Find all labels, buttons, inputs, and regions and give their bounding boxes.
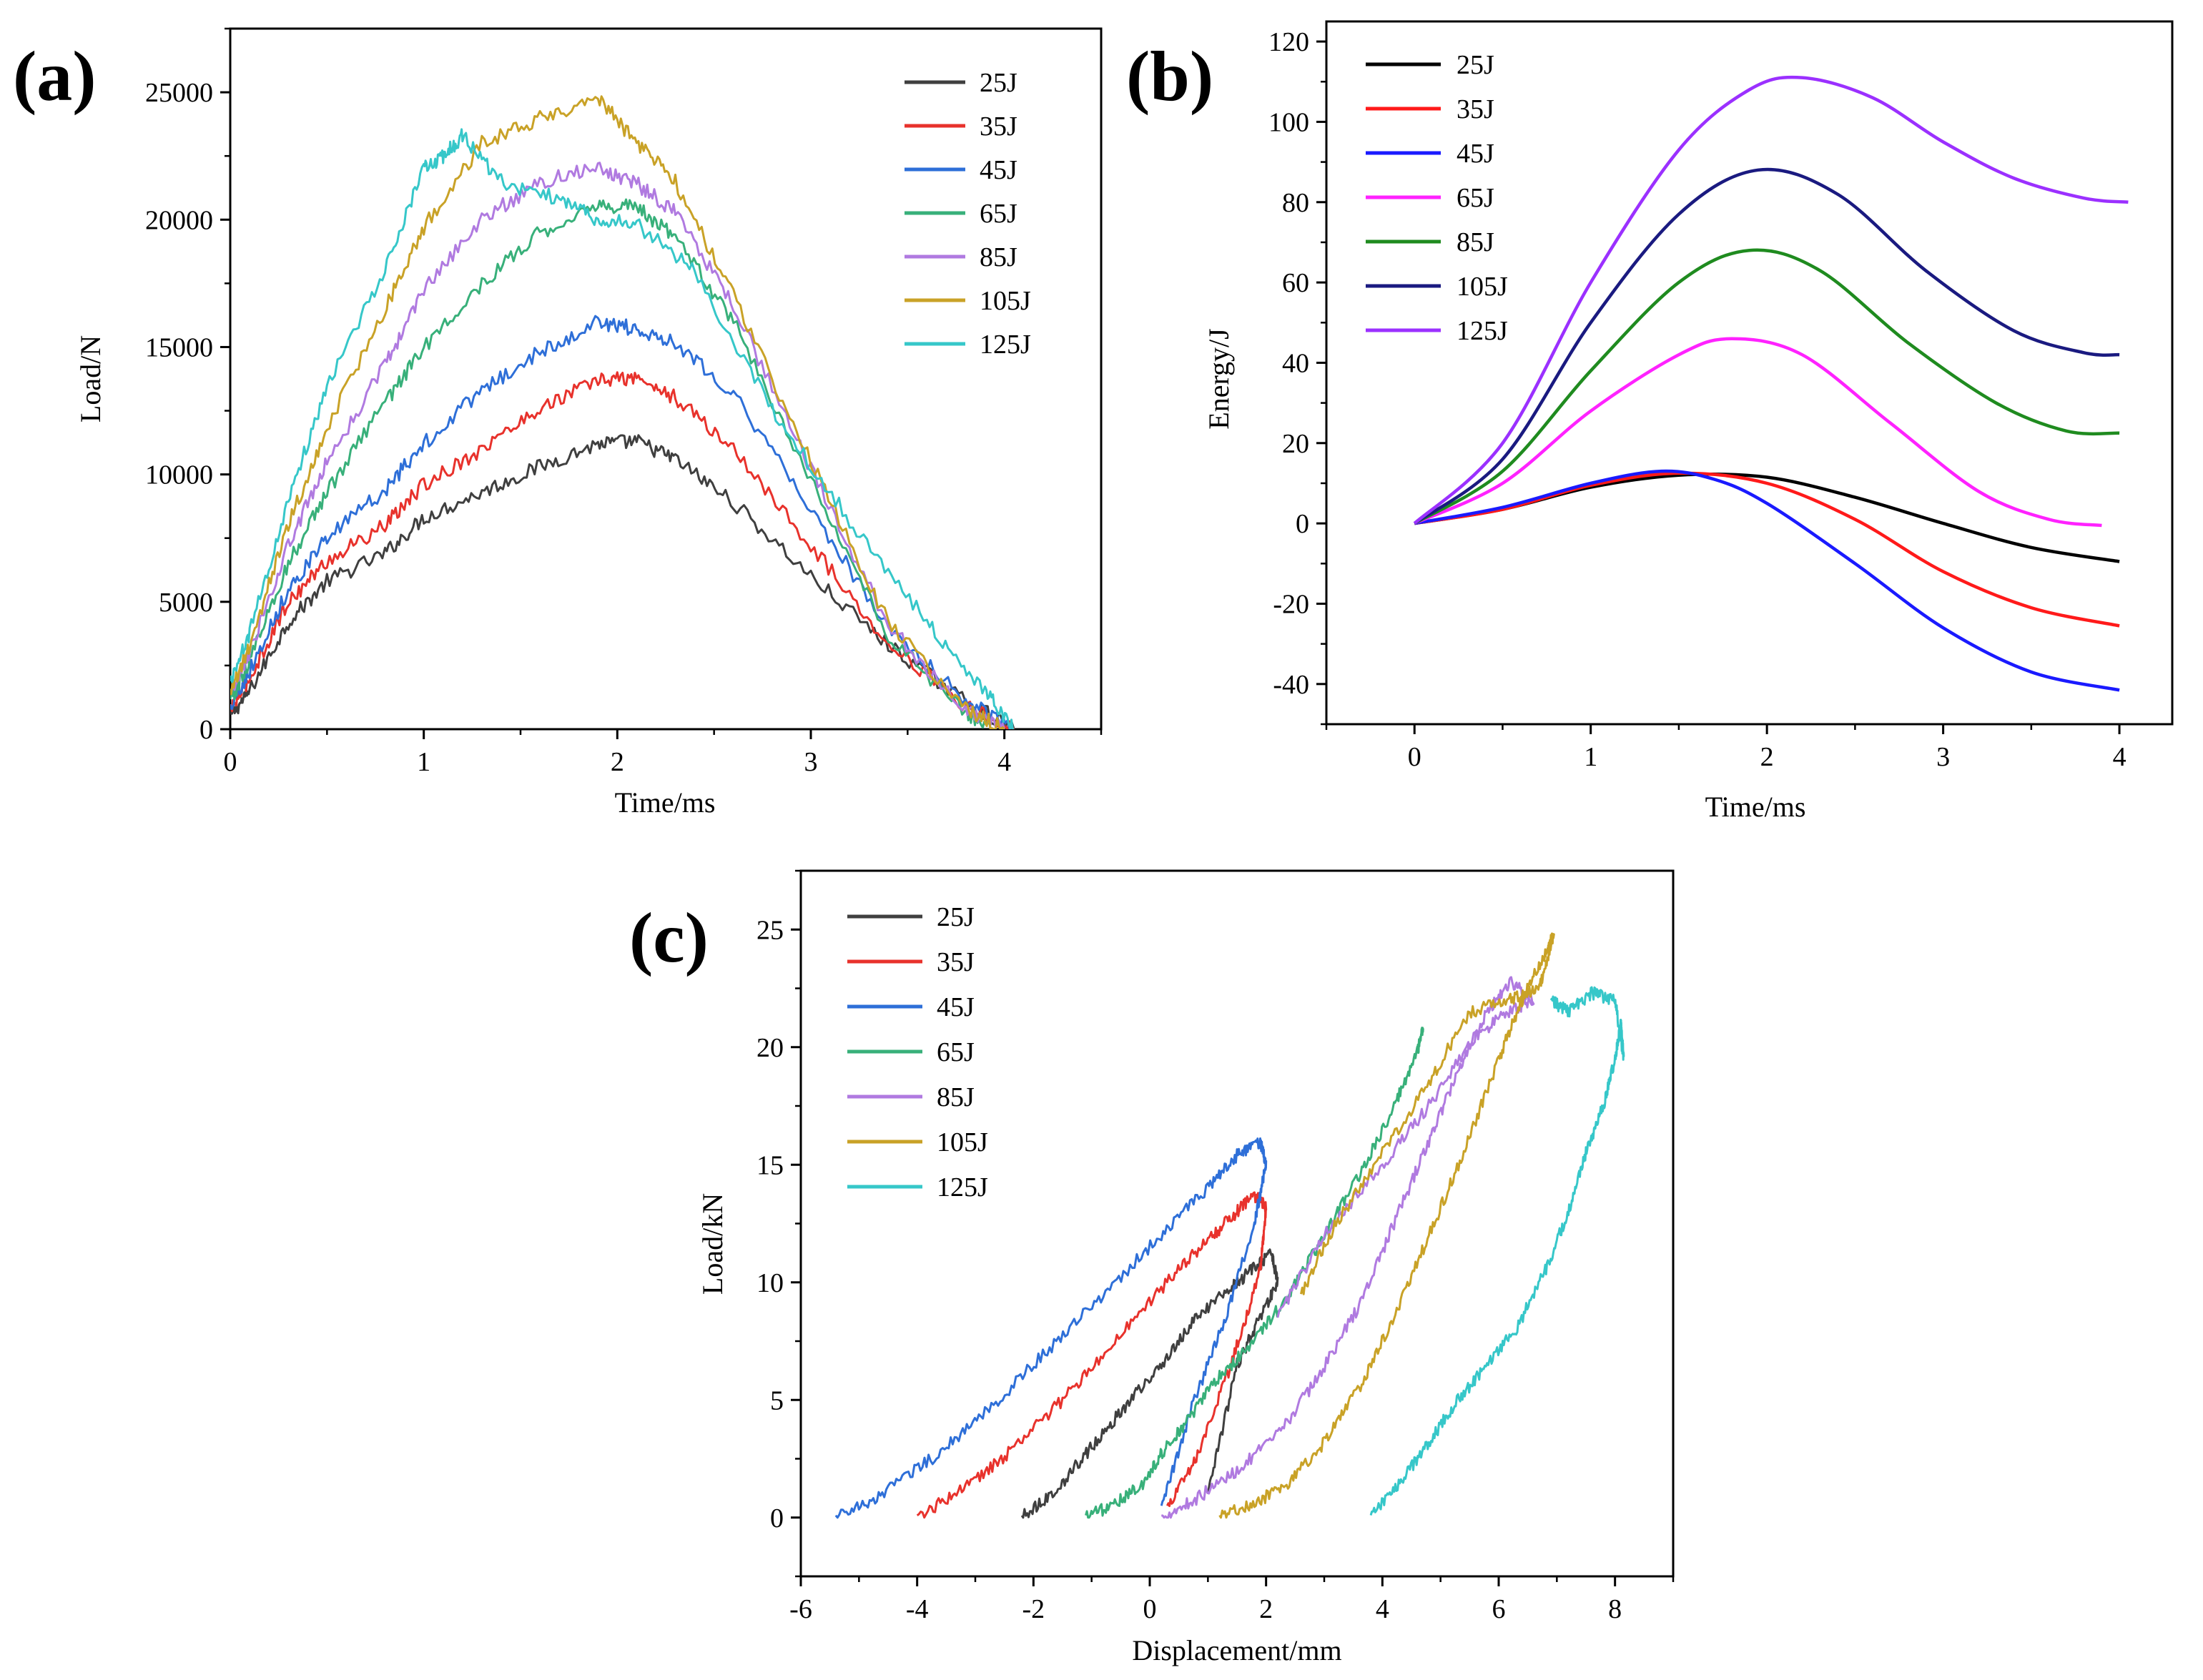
- series-line-35J: [230, 371, 1015, 729]
- y-tick-label: 80: [1282, 188, 1309, 218]
- legend-label: 105J: [1457, 272, 1508, 302]
- y-tick-label: 20: [756, 1033, 784, 1063]
- legend-label: 25J: [937, 902, 975, 932]
- y-tick-label: 10: [756, 1268, 784, 1298]
- y-tick-label: 25: [756, 915, 784, 945]
- legend-label: 105J: [980, 286, 1031, 316]
- series-line-85J: [1160, 976, 1535, 1519]
- y-axis-label: Load/N: [74, 335, 107, 423]
- y-tick-label: 100: [1268, 107, 1309, 137]
- series-line-85J: [1414, 248, 2120, 525]
- y-tick-label: 15: [756, 1150, 784, 1180]
- series-line-25J: [230, 434, 1015, 729]
- series-line-125J: [230, 128, 1015, 729]
- x-axis-label: Time/ms: [615, 786, 716, 819]
- x-tick-label: 0: [224, 747, 237, 777]
- legend-label: 125J: [1457, 316, 1508, 346]
- x-tick-label: 2: [1259, 1594, 1273, 1624]
- y-tick-label: 25000: [145, 78, 213, 108]
- legend-label: 45J: [1457, 139, 1494, 169]
- x-tick-label: 3: [1936, 742, 1950, 772]
- legend-label: 65J: [937, 1037, 975, 1067]
- x-tick-label: 6: [1492, 1594, 1506, 1624]
- y-tick-label: 60: [1282, 268, 1309, 298]
- y-tick-label: 5000: [159, 588, 213, 618]
- x-tick-label: 1: [1584, 742, 1597, 772]
- x-tick-label: 4: [2113, 742, 2126, 772]
- x-tick-label: -6: [789, 1594, 812, 1624]
- x-tick-label: 4: [997, 747, 1011, 777]
- legend-label: 25J: [1457, 50, 1494, 80]
- x-tick-label: 2: [611, 747, 624, 777]
- plot-frame: [1325, 20, 2174, 726]
- series-line-65J: [1085, 1027, 1424, 1519]
- x-tick-label: 8: [1608, 1594, 1622, 1624]
- x-tick-label: -2: [1022, 1594, 1045, 1624]
- series-line-45J: [834, 1137, 1268, 1519]
- series-line-125J: [1413, 75, 2129, 525]
- series-line-65J: [1414, 337, 2102, 528]
- x-tick-label: 1: [417, 747, 430, 777]
- x-tick-label: 3: [804, 747, 818, 777]
- legend-label: 45J: [937, 992, 975, 1022]
- y-tick-label: 0: [199, 715, 213, 745]
- plot-frame: [229, 27, 1103, 731]
- series-line-125J: [1369, 986, 1625, 1516]
- panel-label: (b): [1126, 36, 1213, 116]
- y-tick-label: -20: [1273, 589, 1309, 619]
- y-tick-label: 40: [1282, 348, 1309, 378]
- chart-panel-c: (c) -6 -4 -2 0 2 4 6 8 0 5 10 15 20 25 Displacement/mm L…: [629, 869, 1675, 1666]
- y-tick-label: 15000: [145, 332, 213, 362]
- legend-label: 35J: [980, 112, 1017, 142]
- x-tick-label: 4: [1376, 1594, 1389, 1624]
- y-tick-label: 20000: [145, 205, 213, 235]
- x-tick-label: -4: [906, 1594, 929, 1624]
- series-line-105J: [1218, 932, 1555, 1519]
- x-tick-label: 2: [1760, 742, 1774, 772]
- legend: 25J 35J 45J 65J 85J 105J 125J: [905, 68, 1031, 360]
- legend-label: 35J: [937, 947, 975, 977]
- legend: 25J 35J 45J 65J 85J 105J 125J: [1366, 50, 1508, 346]
- legend-label: 125J: [937, 1172, 988, 1202]
- x-axis-label: Displacement/mm: [1132, 1634, 1341, 1666]
- legend-label: 25J: [980, 68, 1017, 98]
- panel-label: (c): [629, 898, 709, 977]
- chart-panel-b: (b) 0 1 2 3 4 -40 -20 0 20 40 60 80 100 120 Time/ms Ener…: [1126, 20, 2174, 823]
- x-axis-label: Time/ms: [1705, 791, 1806, 823]
- series-line-35J: [1414, 471, 2120, 628]
- series-line-105J: [230, 95, 1005, 729]
- y-tick-label: -40: [1273, 670, 1309, 700]
- legend-label: 85J: [980, 242, 1017, 272]
- legend-label: 85J: [937, 1082, 975, 1112]
- legend: 25J 35J 45J 65J 85J 105J 125J: [847, 902, 988, 1202]
- y-axis-label: Energy/J: [1203, 328, 1235, 429]
- series-line-45J: [1414, 469, 2120, 692]
- legend-label: 65J: [980, 199, 1017, 229]
- series-line-35J: [916, 1191, 1268, 1519]
- y-tick-label: 10000: [145, 460, 213, 490]
- chart-panel-a: (a) 0 1 2 3 4 0 5000 10000 15000 20000 25000 Time/ms…: [13, 27, 1103, 819]
- y-tick-label: 20: [1282, 429, 1309, 459]
- y-tick-label: 0: [1296, 509, 1309, 539]
- legend-label: 65J: [1457, 183, 1494, 213]
- legend-label: 35J: [1457, 94, 1494, 124]
- y-tick-label: 0: [770, 1503, 784, 1533]
- series-line-65J: [230, 198, 995, 729]
- x-tick-label: 0: [1408, 742, 1421, 772]
- y-tick-label: 120: [1268, 27, 1309, 57]
- legend-label: 105J: [937, 1127, 988, 1157]
- x-tick-label: 0: [1143, 1594, 1157, 1624]
- panel-label: (a): [13, 36, 97, 116]
- legend-label: 125J: [980, 330, 1031, 360]
- series-line-85J: [230, 162, 1006, 729]
- y-axis-label: Load/kN: [696, 1193, 729, 1295]
- series-line-105J: [1413, 167, 2120, 525]
- series-line-45J: [230, 315, 1015, 729]
- series-line-25J: [1414, 472, 2120, 563]
- series-line-25J: [1020, 1248, 1279, 1519]
- legend-label: 45J: [980, 155, 1017, 185]
- legend-label: 85J: [1457, 227, 1494, 257]
- y-tick-label: 5: [770, 1385, 784, 1415]
